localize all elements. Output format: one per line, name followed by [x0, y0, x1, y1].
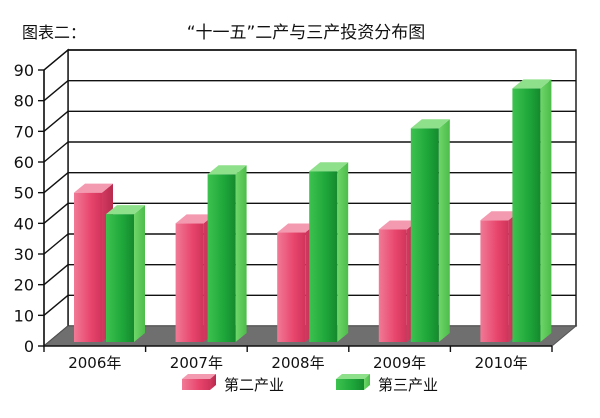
y-tick-label: 50 — [14, 184, 34, 203]
gridline-side — [43, 141, 69, 163]
legend: 第二产业 第三产业 — [182, 374, 438, 394]
bar-front-face — [378, 229, 407, 342]
gridline-side — [43, 294, 69, 316]
x-tick-label: 2006年 — [68, 354, 121, 372]
y-tick-label: 10 — [14, 306, 34, 325]
legend-swatch — [182, 379, 210, 390]
bar-front-face — [74, 192, 102, 342]
gridline-side — [43, 49, 69, 71]
y-tick-label: 80 — [14, 92, 34, 111]
bar-tertiary-industry-0 — [106, 205, 145, 342]
x-axis-labels: 2006年 2007年 2008年 2009年 2010年 — [43, 346, 553, 372]
legend-label: 第二产业 — [224, 376, 284, 394]
bar-top-face — [106, 205, 145, 215]
bar-top-face — [74, 183, 113, 193]
legend-swatch-side — [210, 374, 216, 390]
legend-label: 第三产业 — [378, 376, 438, 394]
bar-side-face — [438, 119, 450, 343]
bar-tertiary-industry-1 — [207, 165, 247, 342]
gridline-side — [43, 233, 69, 255]
figure-label: 图表二： — [22, 23, 86, 42]
gridline-side — [43, 80, 69, 102]
y-tick-label: 70 — [14, 122, 34, 141]
bar-tertiary-industry-3 — [410, 119, 450, 343]
bar-front-face — [512, 88, 541, 343]
bar-side-face — [540, 79, 552, 343]
bar-tertiary-industry-4 — [512, 79, 552, 343]
y-tick-label: 60 — [14, 153, 34, 172]
x-tick-label: 2009年 — [373, 354, 426, 372]
gridline-side — [43, 172, 69, 194]
y-tick-label: 30 — [14, 245, 34, 264]
side-wall — [43, 48, 69, 348]
y-axis-ticks: 0 10 20 30 40 50 60 70 80 90 — [14, 61, 45, 356]
y-tick-label: 90 — [14, 61, 34, 80]
bar-front-face — [207, 174, 236, 342]
gridline-side — [43, 110, 69, 132]
legend-swatch-side — [364, 374, 370, 390]
bar-front-face — [480, 220, 509, 342]
bar-top-face — [480, 211, 520, 221]
bar-top-face — [512, 79, 552, 89]
legend-item-0: 第二产业 — [182, 374, 284, 394]
y-tick-label: 20 — [14, 276, 34, 295]
bar-tertiary-industry-2 — [309, 162, 349, 342]
y-tick-label: 0 — [24, 337, 34, 356]
gridline-side — [43, 202, 69, 224]
bar-front-face — [410, 128, 439, 342]
bar-front-face — [309, 171, 338, 342]
bar-front-face — [106, 214, 134, 342]
bar-side-face — [134, 205, 145, 342]
bar-top-face — [175, 214, 215, 224]
bar-side-face — [337, 162, 349, 342]
y-tick-label: 40 — [14, 214, 34, 233]
bar-top-face — [309, 162, 349, 172]
bar-top-face — [207, 165, 247, 175]
bar-front-face — [175, 223, 204, 342]
bar-top-face — [410, 119, 450, 129]
chart-title: “十一五”二产与三产投资分布图 — [187, 23, 426, 43]
legend-swatch — [336, 379, 364, 390]
legend-swatch-top — [336, 374, 370, 379]
x-tick-label: 2007年 — [170, 354, 223, 372]
legend-item-1: 第三产业 — [336, 374, 438, 394]
bar-front-face — [277, 232, 306, 342]
x-tick-label: 2008年 — [271, 354, 324, 372]
bar-top-face — [378, 220, 418, 230]
bar-top-face — [277, 223, 317, 233]
gridline-side — [43, 264, 69, 286]
x-tick-label: 2010年 — [475, 354, 528, 372]
legend-swatch-top — [182, 374, 216, 379]
bars-group — [74, 79, 552, 343]
bar-side-face — [235, 165, 247, 342]
